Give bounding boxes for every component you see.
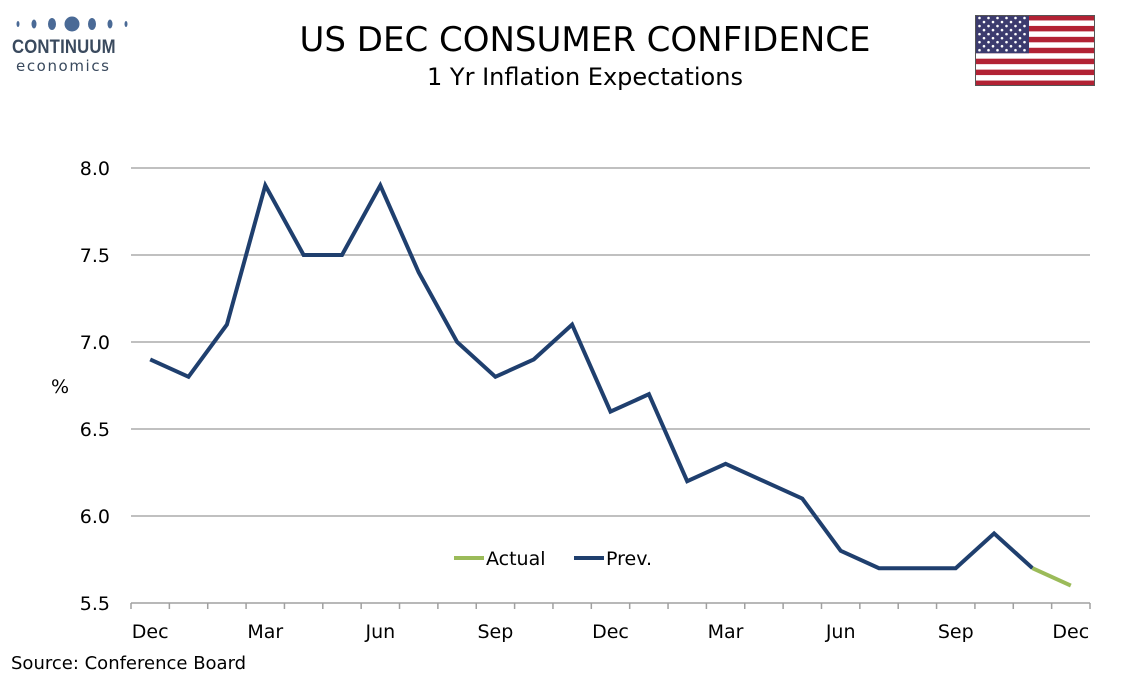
flag-star [1005, 48, 1008, 52]
y-tick-label: 7.5 [80, 245, 110, 267]
flag-stripe [975, 25, 1095, 32]
flag-star [996, 40, 999, 44]
flag-star [1018, 20, 1022, 24]
flag-star [1005, 40, 1008, 44]
flag-star [1018, 44, 1022, 48]
flag-star [982, 28, 986, 32]
y-tick-label: 5.5 [80, 593, 110, 615]
chart-title: US DEC CONSUMER CONFIDENCE [299, 20, 871, 60]
source-note: Source: Conference Board [11, 653, 247, 674]
logo-subtitle: economics [16, 57, 111, 75]
flag-star [987, 48, 990, 52]
flag-star [978, 40, 981, 44]
flag-star [1023, 40, 1026, 44]
flag-star [978, 48, 981, 52]
series-line-prev [149, 180, 1034, 571]
flag-stripe [975, 69, 1095, 76]
logo-dots-icon [16, 16, 128, 32]
flag-star [1009, 20, 1013, 24]
flag-border [975, 15, 1095, 86]
flag-star [991, 20, 995, 24]
flag-star [1009, 28, 1013, 32]
x-tick-label: Sep [938, 621, 974, 643]
flag-star [1000, 44, 1004, 48]
y-tick-label: 6.5 [80, 419, 110, 441]
flag-stripe [975, 58, 1095, 65]
y-tick-label: 6.0 [80, 506, 110, 528]
flag-star [1009, 36, 1013, 40]
flag-star [1014, 16, 1017, 20]
us-flag-icon [975, 15, 1095, 86]
y-axis-label: % [51, 376, 69, 398]
line-chart: 8.0 7.5 7.0 6.5 6.0 5.5 Dec Mar Jun Sep Dec Mar Jun S… [51, 158, 1091, 643]
legend-label: Prev. [606, 548, 652, 570]
x-tick-label: Mar [708, 621, 744, 643]
x-tick-label: Sep [478, 621, 514, 643]
flag-star [1000, 28, 1004, 32]
flag-star [996, 24, 999, 28]
flag-star [1014, 32, 1017, 36]
flag-star [1023, 16, 1026, 20]
flag-star [1023, 48, 1026, 52]
flag-star [996, 16, 999, 20]
flag-star [1018, 36, 1022, 40]
flag-star [996, 32, 999, 36]
flag-star [1009, 44, 1013, 48]
flag-star [978, 32, 981, 36]
y-tick-label: 7.0 [80, 332, 110, 354]
y-tick-label: 8.0 [80, 158, 110, 180]
flag-star [1005, 32, 1008, 36]
series-line-actual [1031, 566, 1072, 588]
flag-star [987, 16, 990, 20]
flag-star [978, 24, 981, 28]
flag-stripe [975, 36, 1095, 43]
legend-label: Actual [486, 548, 546, 570]
flag-star [1000, 20, 1004, 24]
x-tick-label: Jun [825, 621, 856, 643]
flag-star [1014, 24, 1017, 28]
x-tick-label: Dec [592, 621, 629, 643]
flag-star [991, 36, 995, 40]
flag-star [991, 44, 995, 48]
x-tick-label: Jun [364, 621, 395, 643]
flag-star [982, 20, 986, 24]
logo: CONTINUUM economics [12, 14, 142, 74]
flag-star [1014, 40, 1017, 44]
flag-star [1005, 24, 1008, 28]
flag-star [987, 24, 990, 28]
flag-star [982, 36, 986, 40]
flag-stripe [975, 80, 1095, 86]
flag-star [978, 16, 981, 20]
flag-star [996, 48, 999, 52]
flag-star [982, 44, 986, 48]
x-tick-label: Dec [132, 621, 169, 643]
flag-stripe [975, 47, 1095, 54]
logo-name: CONTINUUM [12, 37, 116, 58]
chart-subtitle: 1 Yr Inflation Expectations [427, 63, 743, 91]
flag-stripe [975, 15, 1095, 21]
flag-star [987, 40, 990, 44]
x-tick-label: Dec [1052, 621, 1089, 643]
flag-star [1023, 24, 1026, 28]
flag-star [1000, 36, 1004, 40]
flag-star [1023, 32, 1026, 36]
flag-star [991, 28, 995, 32]
flag-star [1014, 48, 1017, 52]
flag-star [987, 32, 990, 36]
flag-star [1018, 28, 1022, 32]
x-tick-label: Mar [247, 621, 283, 643]
flag-star [1005, 16, 1008, 20]
